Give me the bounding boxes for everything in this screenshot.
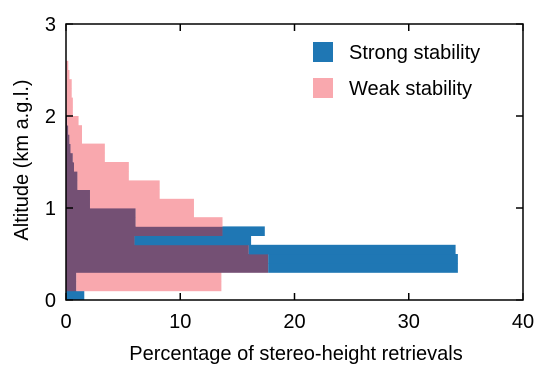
- legend-label: Strong stability: [349, 42, 480, 64]
- weak-stability-bar: [68, 125, 82, 135]
- weak-stability-bar: [135, 208, 194, 218]
- legend-swatch: [313, 78, 333, 98]
- weak-stability-bar: [72, 152, 105, 163]
- weak-stability-bar: [70, 143, 105, 154]
- overlap-bar: [66, 134, 70, 144]
- overlap-bar: [66, 281, 77, 292]
- weak-stability-bar: [66, 97, 73, 108]
- strong-stability-bar: [134, 235, 252, 246]
- overlap-bar: [66, 244, 249, 255]
- y-tick-label: 1: [45, 198, 56, 220]
- x-axis-label: Percentage of stereo-height retrievals: [129, 343, 463, 365]
- overlap-bar: [66, 272, 77, 282]
- y-axis-label: Altitude (km a.g.l.): [11, 79, 33, 240]
- y-tick-label: 0: [45, 290, 56, 312]
- overlap-bar: [66, 226, 223, 236]
- weak-stability-bar: [66, 106, 73, 117]
- overlap-bar: [66, 254, 269, 264]
- legend: Strong stability Weak stability: [313, 42, 480, 100]
- weak-stability-bar: [77, 180, 160, 190]
- overlap-bar: [66, 208, 136, 218]
- strong-stability-bar: [248, 244, 456, 255]
- weak-stability-bar: [69, 134, 82, 144]
- overlap-bar: [66, 143, 71, 154]
- strong-stability-bar: [268, 254, 458, 264]
- weak-stability-bar: [135, 217, 223, 227]
- strong-stability-bar: [268, 263, 458, 273]
- y-tick-label: 3: [45, 14, 56, 36]
- weak-stability-bar: [66, 70, 70, 80]
- overlap-bar: [66, 171, 78, 181]
- weak-stability-bar: [66, 88, 72, 98]
- weak-stability-bar: [67, 116, 79, 126]
- x-tick-label: 10: [169, 311, 191, 333]
- x-tick-label: 40: [512, 311, 534, 333]
- overlap-bar: [66, 162, 74, 172]
- strong-stability-bar: [66, 290, 85, 301]
- overlap-bar: [66, 180, 78, 190]
- overlap-bar: [66, 217, 136, 227]
- overlap-bar: [66, 125, 69, 135]
- weak-stability-bar: [66, 60, 69, 71]
- legend-swatch: [313, 42, 333, 62]
- overlap-bar: [66, 152, 73, 163]
- overlap-bar: [66, 235, 135, 246]
- weak-stability-bar: [76, 281, 222, 292]
- weak-stability-bar: [76, 272, 222, 282]
- weak-stability-bar: [66, 79, 72, 89]
- weak-stability-bar: [77, 171, 129, 181]
- weak-stability-bar: [73, 162, 129, 172]
- weak-stability-bar: [89, 189, 160, 200]
- overlap-bar: [66, 263, 269, 273]
- strong-stability-bar: [222, 226, 265, 236]
- x-tick-label: 30: [398, 311, 420, 333]
- weak-stability-bar: [89, 198, 194, 209]
- overlap-bar: [66, 189, 90, 200]
- axes-layer: 0 10 20 30 40 0 1 2 3: [45, 14, 534, 333]
- legend-label: Weak stability: [349, 78, 472, 100]
- overlap-bar: [66, 198, 90, 209]
- x-tick-label: 0: [60, 311, 71, 333]
- y-tick-label: 2: [45, 106, 56, 128]
- x-tick-label: 20: [283, 311, 305, 333]
- bars-layer: [66, 60, 458, 301]
